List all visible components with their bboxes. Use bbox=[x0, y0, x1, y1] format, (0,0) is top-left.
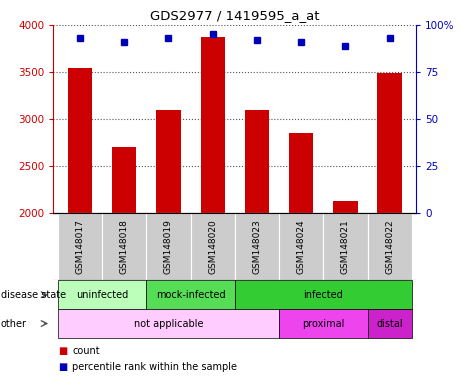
Text: GSM148024: GSM148024 bbox=[297, 219, 306, 274]
Bar bbox=[200, 37, 225, 213]
Text: GSM148017: GSM148017 bbox=[75, 219, 85, 274]
Text: ■: ■ bbox=[58, 362, 67, 372]
Text: other: other bbox=[1, 318, 27, 329]
Bar bbox=[58, 280, 146, 309]
Text: infected: infected bbox=[304, 290, 343, 300]
Bar bbox=[279, 309, 367, 338]
Text: not applicable: not applicable bbox=[134, 318, 203, 329]
Bar bbox=[235, 213, 279, 280]
Bar bbox=[146, 213, 191, 280]
Text: GSM148020: GSM148020 bbox=[208, 219, 217, 274]
Bar bbox=[333, 201, 358, 213]
Bar bbox=[102, 213, 146, 280]
Text: GSM148018: GSM148018 bbox=[120, 219, 129, 274]
Text: GSM148019: GSM148019 bbox=[164, 219, 173, 274]
Text: GSM148021: GSM148021 bbox=[341, 219, 350, 274]
Text: ■: ■ bbox=[58, 346, 67, 356]
Text: count: count bbox=[72, 346, 100, 356]
Bar bbox=[367, 213, 412, 280]
Bar bbox=[112, 147, 136, 213]
Bar bbox=[378, 73, 402, 213]
Text: disease state: disease state bbox=[1, 290, 66, 300]
Bar bbox=[146, 280, 235, 309]
Text: percentile rank within the sample: percentile rank within the sample bbox=[72, 362, 237, 372]
Text: GSM148023: GSM148023 bbox=[252, 219, 261, 274]
Bar bbox=[68, 68, 92, 213]
Title: GDS2977 / 1419595_a_at: GDS2977 / 1419595_a_at bbox=[150, 9, 319, 22]
Bar bbox=[323, 213, 367, 280]
Bar bbox=[367, 309, 412, 338]
Bar bbox=[245, 110, 269, 213]
Bar bbox=[235, 280, 412, 309]
Bar bbox=[279, 213, 323, 280]
Text: distal: distal bbox=[376, 318, 403, 329]
Bar bbox=[156, 110, 180, 213]
Text: uninfected: uninfected bbox=[76, 290, 128, 300]
Text: GSM148022: GSM148022 bbox=[385, 219, 394, 274]
Text: mock-infected: mock-infected bbox=[156, 290, 226, 300]
Bar bbox=[58, 309, 279, 338]
Bar bbox=[289, 133, 313, 213]
Bar bbox=[191, 213, 235, 280]
Bar bbox=[58, 213, 102, 280]
Text: proximal: proximal bbox=[302, 318, 345, 329]
